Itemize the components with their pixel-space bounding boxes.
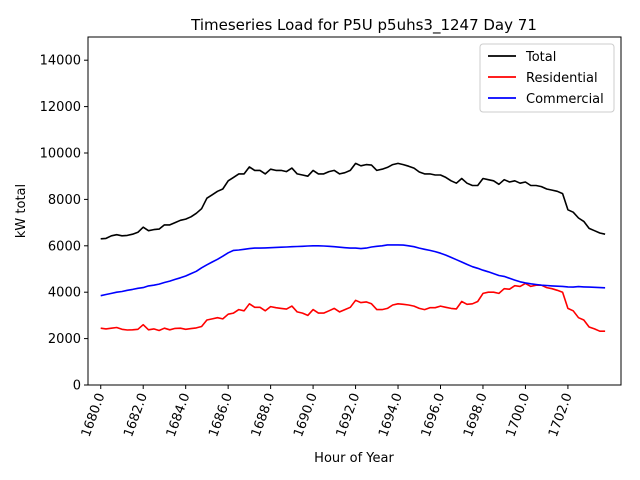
chart-title: Timeseries Load for P5U p5uhs3_1247 Day …: [190, 16, 537, 35]
series-line-commercial: [100, 244, 606, 297]
legend-label-residential: Residential: [526, 71, 598, 86]
y-tick-label: 4000: [48, 286, 81, 301]
y-tick-label: 8000: [48, 193, 81, 208]
legend-box: [479, 43, 615, 113]
y-tick-label: 0: [73, 379, 81, 394]
y-axis-title: kW total: [14, 184, 29, 238]
legend-label-total: Total: [525, 50, 556, 65]
legend-label-commercial: Commercial: [526, 92, 604, 107]
x-axis-title: Hour of Year: [314, 451, 394, 466]
plot-frame: [87, 36, 622, 386]
y-tick-label: 12000: [40, 100, 81, 115]
y-tick-label: 14000: [40, 54, 81, 69]
y-tick-label: 6000: [48, 239, 81, 254]
series-line-total: [100, 162, 606, 240]
y-tick-label: 10000: [40, 147, 81, 162]
y-tick-label: 2000: [48, 332, 81, 347]
series-line-residential: [100, 282, 606, 333]
